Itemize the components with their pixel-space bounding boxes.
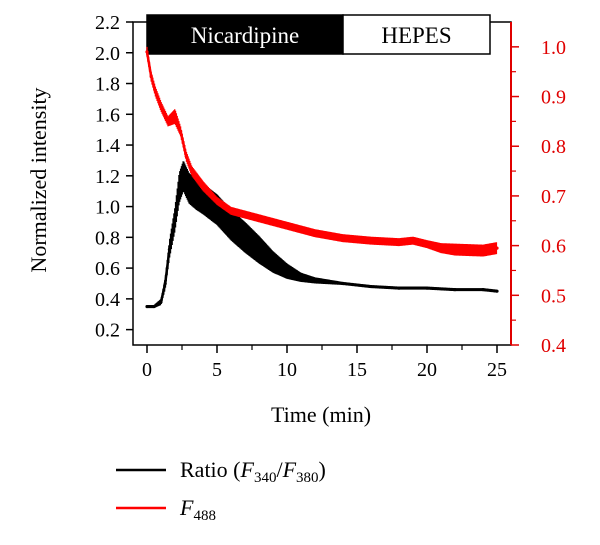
y-left-tick-label: 2.2	[95, 12, 120, 34]
y-right-tick-label: 0.7	[541, 186, 566, 208]
series-ratio-point	[425, 286, 429, 290]
y-left-tick-label: 1.0	[95, 197, 120, 219]
series-f488-point	[453, 247, 457, 252]
series-f488-line	[145, 51, 498, 252]
series-f488-point	[495, 246, 499, 250]
x-tick-label: 10	[277, 359, 297, 381]
y-left-tick-label: 1.8	[95, 74, 120, 96]
series-f488	[145, 46, 499, 257]
y-left-tick-label: 0.2	[95, 320, 120, 342]
series-ratio-point	[341, 281, 345, 286]
y-left-tick-label: 2.0	[95, 43, 120, 65]
x-tick-label: 5	[212, 359, 222, 381]
series-ratio-point	[201, 197, 205, 201]
stimulus-bar-label-1: HEPES	[381, 23, 451, 48]
legend: Ratio (F340/F380) F488	[116, 457, 326, 524]
series-f488-point	[257, 216, 261, 220]
series-ratio-point	[229, 223, 233, 227]
series-f488-point	[481, 248, 485, 253]
y-right-tick-label: 0.5	[541, 285, 566, 307]
series-ratio-line	[147, 172, 498, 308]
legend-label-ratio: Ratio (F340/F380)	[180, 457, 326, 486]
series-f488-point	[153, 89, 157, 94]
x-tick-label: 0	[142, 359, 152, 381]
series-ratio-point	[243, 235, 247, 239]
series-f488-point	[229, 209, 233, 213]
y-right-tick-label: 1.0	[541, 37, 566, 59]
series-ratio-point	[313, 278, 317, 282]
series-f488-point	[425, 242, 429, 246]
series-ratio-point	[181, 174, 185, 178]
series-ratio-point	[481, 288, 485, 292]
series-ratio-point	[173, 217, 177, 221]
series-f488-point	[397, 240, 401, 244]
stimulus-bar-1	[342, 14, 491, 55]
series-ratio-point	[271, 260, 275, 264]
y-left-tick-label: 0.4	[95, 289, 120, 311]
y-left-tick-label: 1.2	[95, 166, 120, 188]
x-tick-label: 15	[347, 359, 367, 381]
series-f488-point	[369, 239, 373, 243]
series-f488-point	[313, 231, 317, 235]
series-ratio-point	[453, 288, 457, 292]
y-left-tick-label: 1.6	[95, 104, 120, 126]
series-ratio-point	[159, 300, 163, 304]
series-f488-point	[149, 75, 153, 79]
series-ratio-point	[187, 186, 191, 190]
y-axis-right: 0.4 0.5 0.6 0.7 0.8 0.9 1.0	[511, 37, 566, 357]
series-ratio-point	[257, 248, 261, 252]
series-f488-point	[184, 154, 188, 158]
series-f488-point	[159, 104, 163, 109]
y-axis-left: 0.2 0.4 0.6 0.8 1.0 1.2 1.4 1.6 1.8 2.0 2.2	[95, 12, 133, 342]
y-right-tick-label: 0.6	[541, 236, 566, 258]
series-f488-point	[215, 199, 219, 203]
y-right-tick-label: 0.4	[541, 335, 566, 357]
y-left-tick-label: 0.8	[95, 227, 120, 249]
series-ratio	[145, 161, 499, 309]
series-f488-point	[411, 239, 415, 243]
series-f488-point	[201, 184, 205, 188]
series-f488-error-bars	[146, 46, 498, 257]
x-axis-title: Time (min)	[271, 402, 371, 427]
legend-label-f488: F488	[179, 495, 216, 524]
stimulus-bars: Nicardipine HEPES	[146, 14, 491, 55]
series-f488-point	[439, 246, 443, 250]
y-right-tick-label: 0.9	[541, 87, 566, 109]
y-left-tick-label: 1.4	[95, 135, 120, 157]
x-tick-label: 25	[487, 359, 507, 381]
series-ratio-point	[215, 208, 219, 212]
series-ratio-point	[177, 186, 181, 190]
stimulus-bar-0	[146, 14, 344, 55]
series-ratio-point	[167, 248, 171, 252]
series-f488-point	[190, 169, 194, 173]
series-ratio-point	[152, 304, 156, 309]
series-ratio-point	[495, 289, 499, 293]
y-left-tick-label: 0.6	[95, 258, 120, 280]
series-ratio-point	[369, 284, 373, 289]
series-f488-point	[179, 129, 183, 133]
series-ratio-point	[194, 192, 198, 196]
series-f488-point	[145, 50, 149, 54]
stimulus-bar-label-0: Nicardipine	[191, 23, 300, 48]
series-ratio-point	[163, 281, 167, 286]
series-ratio-point	[299, 275, 303, 279]
series-f488-point	[285, 224, 289, 228]
series-ratio-point	[285, 269, 289, 273]
series-f488-point	[166, 119, 170, 123]
series-ratio-point	[397, 286, 401, 290]
y-right-tick-label: 0.8	[541, 136, 566, 158]
x-tick-label: 20	[417, 359, 437, 381]
series-ratio-point	[145, 304, 149, 309]
x-axis: 0 5 10 15 20 25	[142, 345, 507, 381]
y-axis-left-title: Normalized intensity	[26, 87, 51, 272]
series-f488-point	[173, 114, 177, 119]
series-f488-point	[341, 236, 345, 240]
